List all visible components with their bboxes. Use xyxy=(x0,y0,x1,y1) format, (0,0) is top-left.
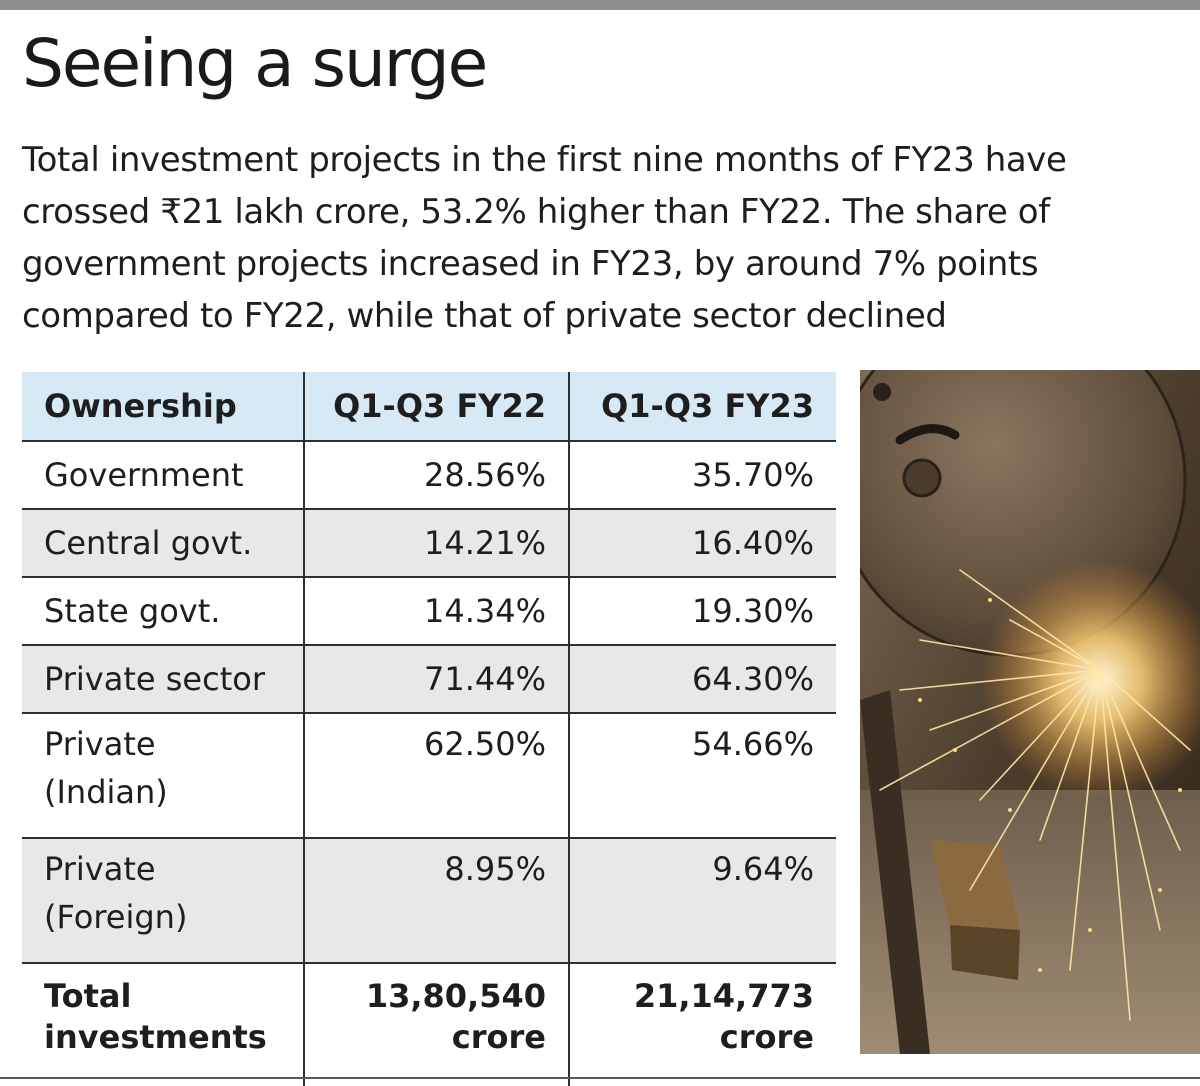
bottom-rule xyxy=(0,1077,1200,1079)
total-fy22: 13,80,540 crore xyxy=(304,962,570,1086)
row-label: Central govt. xyxy=(22,508,305,577)
cell-fy23: 35.70% xyxy=(569,440,836,509)
row-label: Private (Indian) xyxy=(22,712,305,838)
header-fy23: Q1-Q3 FY23 xyxy=(569,372,836,441)
row-label: Private (Foreign) xyxy=(22,837,305,963)
row-label: Government xyxy=(22,440,305,509)
cell-fy22: 28.56% xyxy=(304,440,570,509)
cell-fy23: 64.30% xyxy=(569,644,836,713)
cell-fy23: 54.66% xyxy=(569,712,836,838)
table-row: Private sector 71.44% 64.30% xyxy=(22,644,836,713)
cell-fy22: 14.21% xyxy=(304,508,570,577)
cell-fy22: 8.95% xyxy=(304,837,570,963)
table-row: Private (Foreign) 8.95% 9.64% xyxy=(22,837,836,963)
grinding-sparks-photo xyxy=(860,370,1200,1054)
row-label: Private sector xyxy=(22,644,305,713)
cell-fy23: 9.64% xyxy=(569,837,836,963)
header-ownership: Ownership xyxy=(22,372,305,441)
cell-fy22: 71.44% xyxy=(304,644,570,713)
ownership-table: Ownership Q1-Q3 FY22 Q1-Q3 FY23 Governme… xyxy=(22,372,836,1086)
table-header-row: Ownership Q1-Q3 FY22 Q1-Q3 FY23 xyxy=(22,372,836,441)
cell-fy22: 62.50% xyxy=(304,712,570,838)
total-label: Total investments xyxy=(22,962,305,1086)
total-row: Total investments 13,80,540 crore 21,14,… xyxy=(22,962,836,1086)
cell-fy22: 14.34% xyxy=(304,576,570,645)
headline: Seeing a surge xyxy=(22,25,488,102)
table-row: Private (Indian) 62.50% 54.66% xyxy=(22,712,836,838)
subhead: Total investment projects in the first n… xyxy=(22,140,1067,336)
table-row: Government 28.56% 35.70% xyxy=(22,440,836,509)
table-row: State govt. 14.34% 19.30% xyxy=(22,576,836,645)
table-row: Central govt. 14.21% 16.40% xyxy=(22,508,836,577)
top-bar xyxy=(0,0,1200,10)
cell-fy23: 19.30% xyxy=(569,576,836,645)
header-fy22: Q1-Q3 FY22 xyxy=(304,372,570,441)
total-fy23: 21,14,773 crore xyxy=(569,962,836,1086)
cell-fy23: 16.40% xyxy=(569,508,836,577)
row-label: State govt. xyxy=(22,576,305,645)
